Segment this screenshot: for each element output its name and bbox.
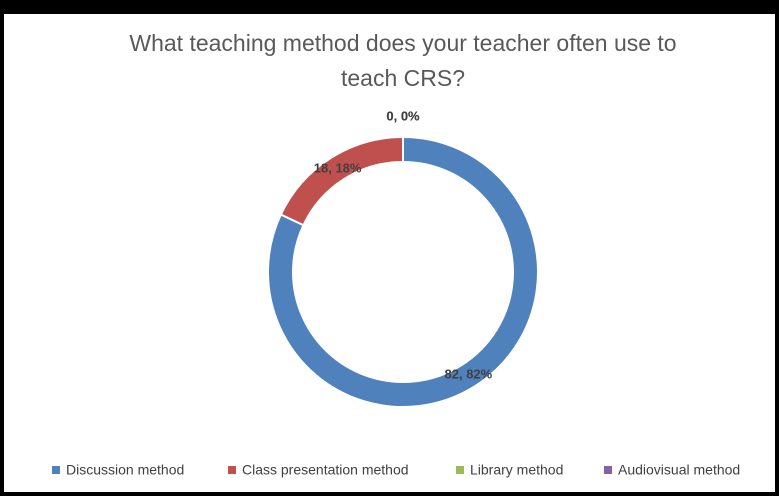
legend-label: Library method [470, 462, 563, 478]
chart-title: What teaching method does your teacher o… [129, 30, 676, 56]
chart-title: teach CRS? [341, 65, 465, 91]
legend-label: Class presentation method [242, 462, 409, 478]
legend-label: Discussion method [66, 462, 184, 478]
data-label: 0, 0% [386, 108, 420, 123]
data-label: 82, 82% [445, 366, 493, 381]
data-label: 18, 18% [314, 160, 362, 175]
legend-swatch [228, 466, 236, 474]
donut-segment [279, 135, 404, 227]
legend-swatch [604, 466, 612, 474]
legend-label: Audiovisual method [618, 462, 740, 478]
legend-swatch [456, 466, 464, 474]
data-label: 0, 0% [386, 108, 420, 123]
donut-segment [267, 135, 539, 408]
chart-area [4, 14, 775, 492]
legend-swatch [52, 466, 60, 474]
